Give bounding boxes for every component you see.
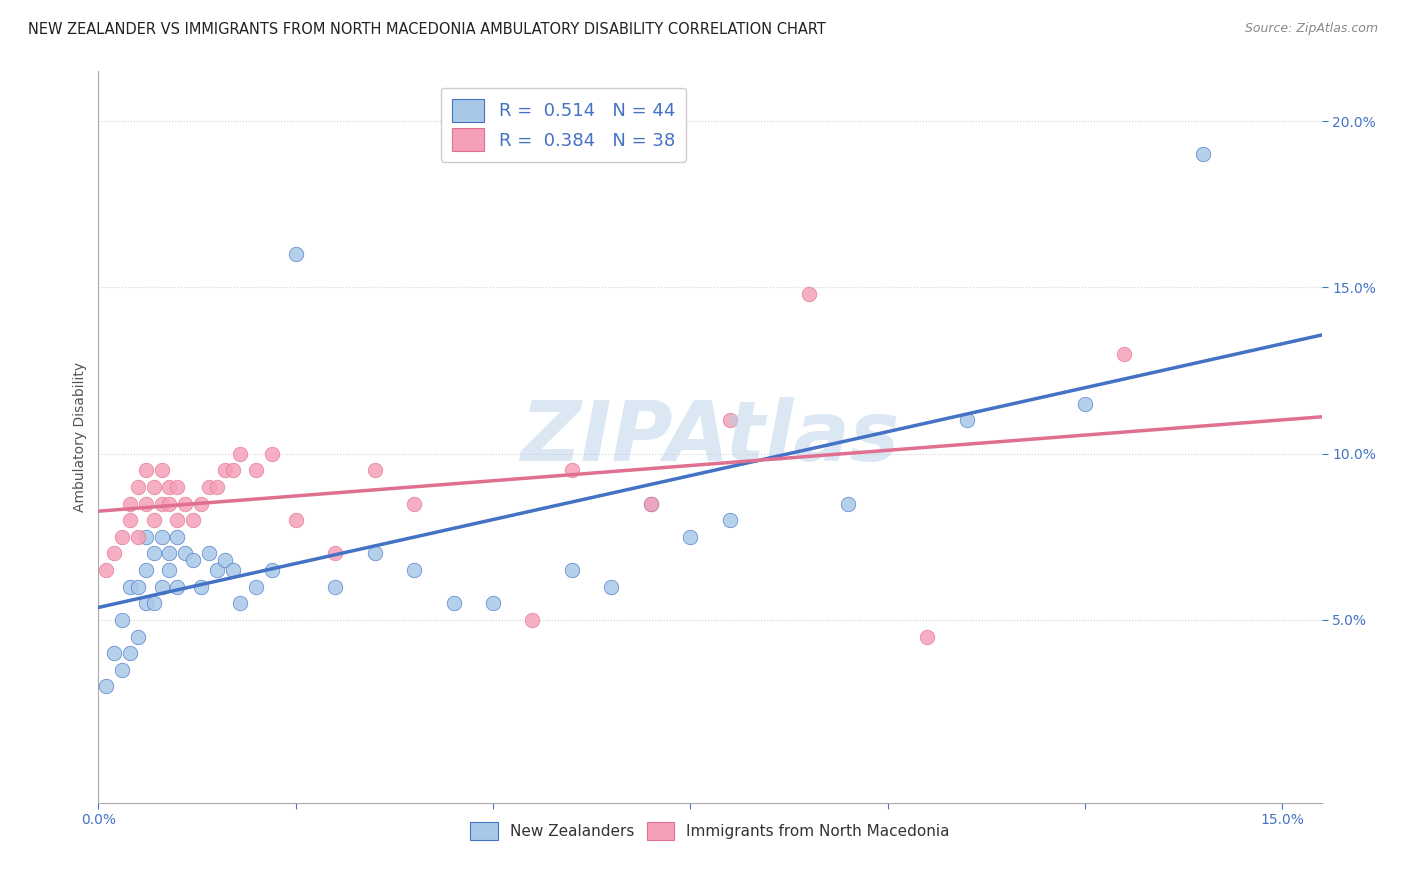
Point	[135, 596, 157, 610]
Point	[797, 287, 820, 301]
Point	[190, 580, 212, 594]
Point	[118, 513, 141, 527]
Text: Source: ZipAtlas.com: Source: ZipAtlas.com	[1244, 22, 1378, 36]
Point	[118, 580, 141, 594]
Point	[260, 563, 283, 577]
Point	[404, 497, 426, 511]
Point	[127, 630, 149, 644]
Point	[142, 513, 165, 527]
Point	[205, 563, 228, 577]
Point	[640, 497, 662, 511]
Point	[159, 480, 181, 494]
Point	[150, 497, 173, 511]
Point	[150, 530, 173, 544]
Point	[142, 480, 165, 494]
Point	[127, 480, 149, 494]
Point	[142, 546, 165, 560]
Point	[214, 553, 236, 567]
Point	[718, 513, 741, 527]
Point	[150, 580, 173, 594]
Point	[159, 563, 181, 577]
Point	[205, 480, 228, 494]
Point	[127, 580, 149, 594]
Point	[150, 463, 173, 477]
Point	[323, 580, 346, 594]
Point	[135, 530, 157, 544]
Point	[190, 497, 212, 511]
Point	[522, 613, 544, 627]
Point	[323, 546, 346, 560]
Point	[135, 463, 157, 477]
Point	[221, 463, 243, 477]
Point	[135, 497, 157, 511]
Point	[166, 580, 188, 594]
Point	[135, 563, 157, 577]
Point	[245, 580, 267, 594]
Point	[111, 530, 134, 544]
Point	[103, 646, 125, 660]
Point	[482, 596, 505, 610]
Point	[221, 563, 243, 577]
Point	[127, 530, 149, 544]
Point	[159, 546, 181, 560]
Point	[166, 480, 188, 494]
Point	[118, 646, 141, 660]
Point	[229, 447, 252, 461]
Point	[679, 530, 702, 544]
Point	[174, 497, 197, 511]
Point	[118, 497, 141, 511]
Point	[142, 596, 165, 610]
Point	[1114, 347, 1136, 361]
Point	[284, 247, 307, 261]
Point	[1192, 147, 1215, 161]
Point	[363, 546, 385, 560]
Point	[718, 413, 741, 427]
Point	[1074, 397, 1097, 411]
Point	[181, 513, 204, 527]
Point	[561, 463, 583, 477]
Point	[443, 596, 465, 610]
Point	[955, 413, 977, 427]
Point	[260, 447, 283, 461]
Legend: New Zealanders, Immigrants from North Macedonia: New Zealanders, Immigrants from North Ma…	[464, 815, 956, 847]
Text: ZIPAtlas: ZIPAtlas	[520, 397, 900, 477]
Point	[837, 497, 859, 511]
Point	[111, 663, 134, 677]
Point	[174, 546, 197, 560]
Point	[229, 596, 252, 610]
Point	[404, 563, 426, 577]
Point	[600, 580, 623, 594]
Point	[214, 463, 236, 477]
Point	[284, 513, 307, 527]
Point	[245, 463, 267, 477]
Point	[181, 553, 204, 567]
Point	[915, 630, 938, 644]
Text: NEW ZEALANDER VS IMMIGRANTS FROM NORTH MACEDONIA AMBULATORY DISABILITY CORRELATI: NEW ZEALANDER VS IMMIGRANTS FROM NORTH M…	[28, 22, 825, 37]
Point	[198, 546, 221, 560]
Point	[159, 497, 181, 511]
Point	[96, 563, 118, 577]
Point	[561, 563, 583, 577]
Point	[111, 613, 134, 627]
Point	[640, 497, 662, 511]
Point	[198, 480, 221, 494]
Point	[166, 513, 188, 527]
Point	[166, 530, 188, 544]
Point	[103, 546, 125, 560]
Point	[96, 680, 118, 694]
Y-axis label: Ambulatory Disability: Ambulatory Disability	[73, 362, 87, 512]
Point	[363, 463, 385, 477]
